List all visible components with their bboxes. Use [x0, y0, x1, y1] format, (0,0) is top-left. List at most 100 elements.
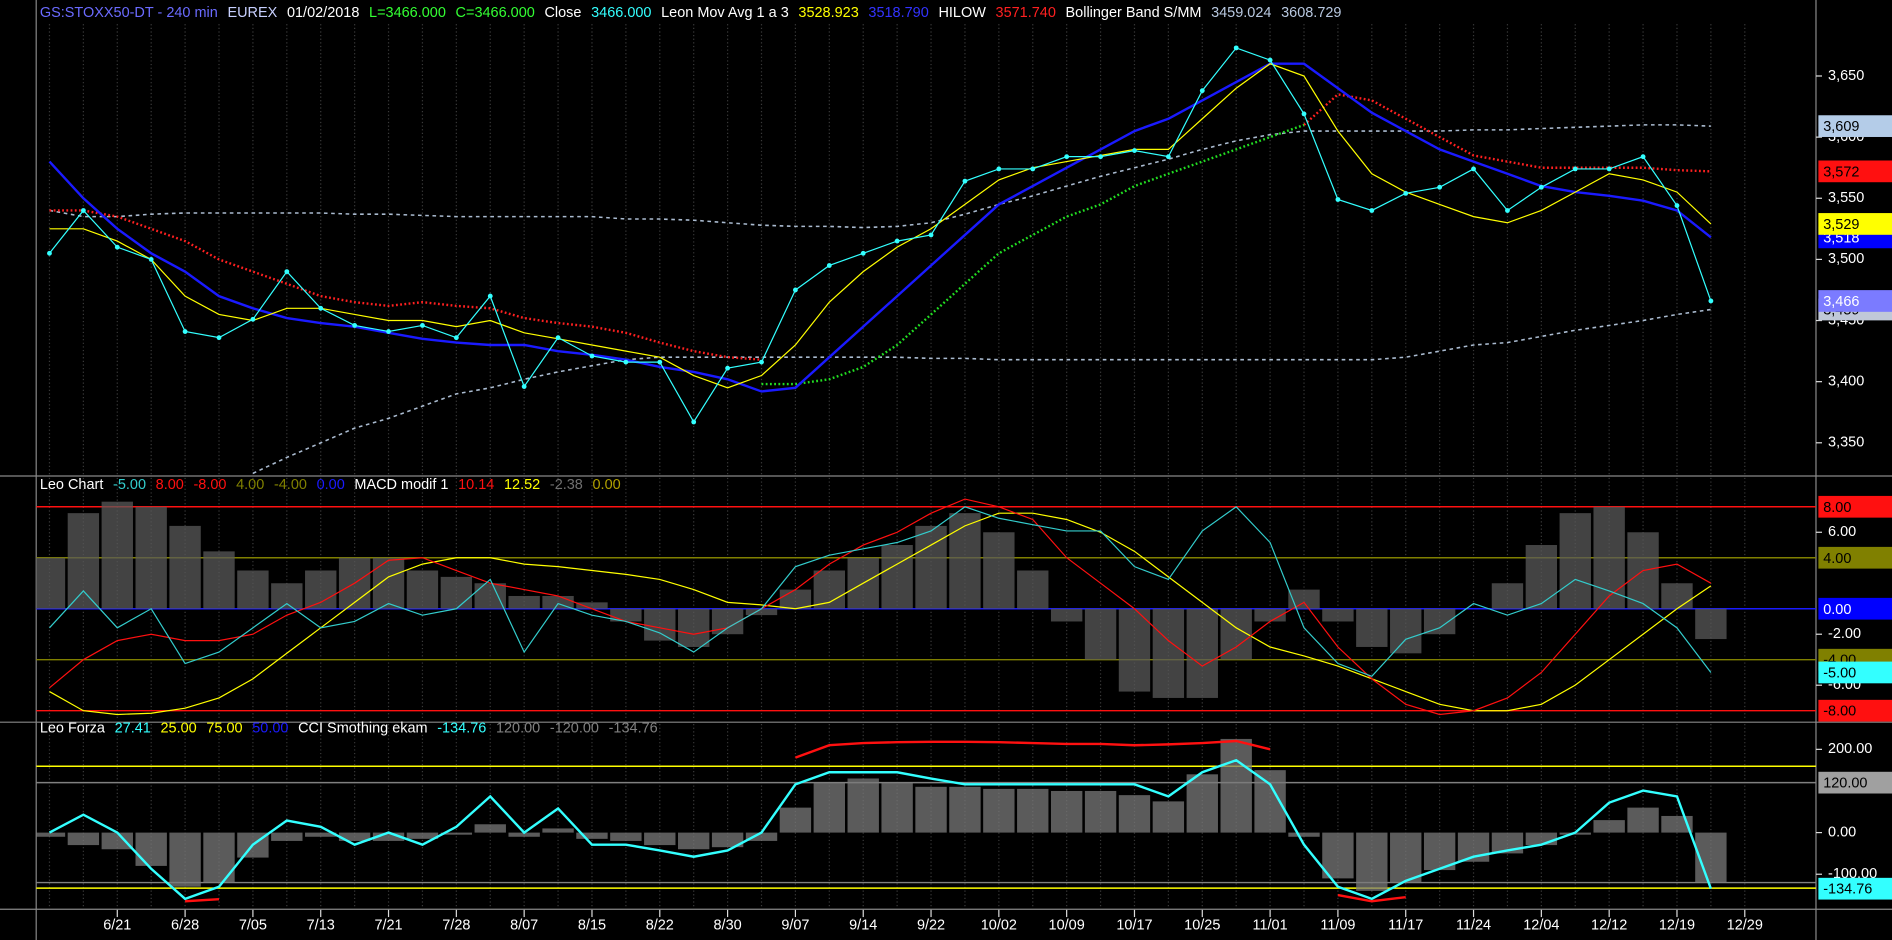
x-tick-label: 8/15	[578, 917, 606, 933]
histogram-bar	[406, 570, 439, 609]
histogram-bar	[1322, 832, 1354, 879]
histogram-bar	[1525, 832, 1558, 846]
y-tick-label: 3,650	[1828, 68, 1864, 84]
data-point	[1199, 88, 1205, 94]
value-badge	[1818, 290, 1892, 312]
data-point	[792, 287, 798, 293]
histogram-bar	[1084, 790, 1117, 833]
histogram-bar	[1559, 513, 1591, 609]
legend-item: 12.52	[504, 477, 540, 493]
data-point	[1437, 184, 1443, 190]
data-point	[860, 250, 866, 256]
histogram-bar	[1695, 608, 1727, 640]
histogram-bar	[1390, 608, 1422, 654]
data-point	[1165, 154, 1171, 160]
x-tick-label: 10/25	[1184, 917, 1220, 933]
histogram-bar	[1288, 589, 1320, 609]
histogram-bar	[644, 608, 676, 641]
y-tick-label: 3,350	[1828, 435, 1864, 451]
legend-item: -134.76	[437, 721, 486, 737]
data-point	[894, 238, 900, 244]
data-point	[555, 335, 561, 341]
x-tick-label: 8/22	[646, 917, 674, 933]
data-point	[1674, 203, 1680, 209]
histogram-bar	[1118, 608, 1151, 692]
data-point	[1132, 148, 1137, 153]
histogram-bar	[305, 832, 337, 837]
histogram-bar	[915, 786, 947, 833]
histogram-bar	[576, 602, 608, 609]
data-point	[114, 244, 120, 250]
x-tick-label: 10/09	[1049, 917, 1085, 933]
legend-item: -5.00	[113, 477, 146, 493]
data-point	[148, 256, 154, 262]
histogram-bar	[1661, 583, 1693, 609]
value-badge-label: 8.00	[1823, 500, 1851, 516]
y-tick-label: 3,550	[1828, 190, 1864, 206]
histogram-bar	[440, 832, 473, 835]
histogram-bar	[1084, 608, 1117, 660]
data-point	[318, 305, 324, 311]
histogram-bar	[1254, 608, 1286, 622]
data-point	[928, 232, 934, 238]
histogram-bar	[440, 576, 473, 609]
data-point	[1471, 166, 1476, 172]
value-badge-label: -8.00	[1823, 704, 1856, 720]
legend-item: -2.38	[550, 477, 583, 493]
histogram-bar	[1491, 583, 1524, 609]
data-point	[623, 359, 629, 365]
x-tick-label: 11/09	[1320, 917, 1355, 933]
histogram-bar	[1220, 738, 1252, 833]
legend-item: GS:STOXX50-DT - 240 min	[40, 5, 218, 21]
histogram-bar	[1254, 770, 1286, 833]
value-badge-label: 120.00	[1823, 776, 1867, 792]
histogram-bar	[779, 589, 812, 609]
histogram-bar	[338, 832, 371, 841]
histogram-bar	[237, 570, 269, 609]
legend-item: 27.41	[115, 721, 151, 737]
legend-item: 0.00	[593, 477, 621, 493]
histogram-bar	[1322, 608, 1354, 622]
data-point	[826, 263, 832, 268]
legend-item: 3518.790	[868, 5, 928, 21]
y-tick-label: 0.00	[1828, 824, 1856, 840]
x-tick-label: 9/22	[917, 917, 945, 933]
value-badge	[1818, 771, 1892, 794]
x-tick-label: 8/30	[714, 917, 742, 933]
data-point	[521, 384, 527, 389]
histogram-bar	[983, 788, 1015, 833]
legend-item: 3459.024	[1211, 5, 1271, 21]
y-tick-label: 200.00	[1828, 741, 1872, 757]
data-point	[284, 269, 290, 275]
legend-item: Leon Mov Avg 1 a 3	[661, 5, 789, 21]
legend-item: L=3466.000	[369, 5, 446, 21]
data-point	[1606, 166, 1612, 172]
legend-item: 0.00	[317, 477, 345, 493]
histogram-bar	[576, 832, 608, 839]
histogram-bar	[644, 832, 676, 846]
histogram-bar	[1288, 832, 1320, 837]
data-point	[962, 178, 968, 184]
x-tick-label: 11/17	[1388, 917, 1423, 933]
series-line	[49, 124, 1711, 229]
data-point	[453, 335, 459, 341]
data-point	[1098, 154, 1103, 160]
legend-item: 3528.923	[798, 5, 858, 21]
value-badge-label: 3,609	[1823, 119, 1859, 135]
data-point	[386, 329, 391, 334]
x-tick-label: 12/29	[1727, 917, 1763, 933]
legend-item: 10.14	[458, 477, 494, 493]
series-line	[185, 739, 1406, 903]
histogram-bar	[678, 608, 710, 647]
histogram-bar	[67, 513, 100, 609]
data-point	[47, 250, 52, 256]
data-point	[487, 293, 493, 299]
series-line	[49, 63, 1712, 389]
legend-item: Bollinger Band S/MM	[1066, 5, 1202, 21]
histogram-bar	[881, 545, 913, 609]
data-point	[1369, 208, 1375, 213]
histogram-bar	[67, 832, 100, 846]
legend-item: 25.00	[161, 721, 197, 737]
value-badge	[1818, 115, 1892, 137]
